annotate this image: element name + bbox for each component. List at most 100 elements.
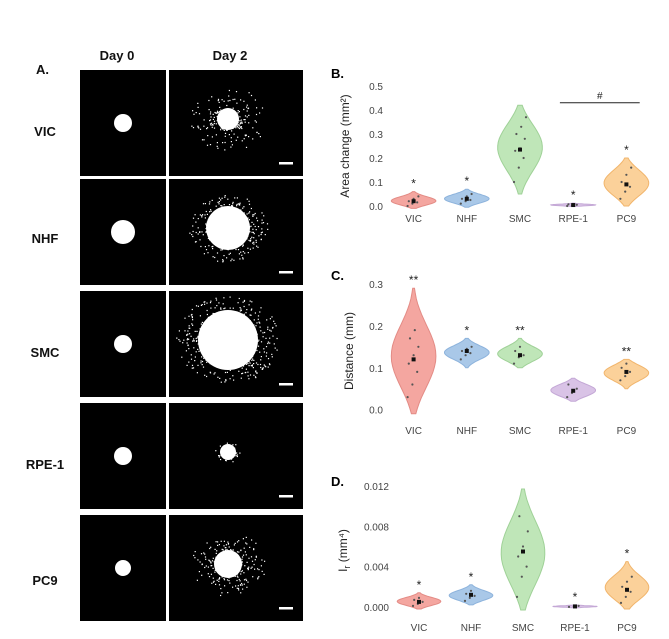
data-point: [521, 545, 525, 548]
data-point: [459, 358, 462, 361]
data-point: [411, 604, 415, 607]
y-tick-label: 0.3: [369, 280, 383, 291]
median-marker: [624, 369, 629, 374]
y-tick-label: 0.0: [369, 406, 383, 417]
data-point: [575, 387, 578, 390]
data-point: [417, 596, 421, 599]
micrograph-rpe-1-day0: [80, 403, 166, 509]
data-point: [459, 202, 462, 205]
data-point: [567, 605, 571, 608]
column-header-day-2: Day 2: [212, 48, 248, 63]
significance-marker: *: [573, 590, 578, 604]
data-point: [460, 197, 464, 200]
x-tick-label: RPE-1: [558, 214, 588, 225]
y-tick-label: 0.5: [369, 82, 383, 93]
micrograph-smc-day0: [80, 291, 166, 397]
x-tick-label: VIC: [411, 623, 428, 634]
data-point: [522, 156, 525, 160]
data-point: [460, 349, 464, 353]
data-point: [421, 600, 424, 603]
violin-pc9: [603, 157, 650, 207]
data-point: [620, 180, 623, 184]
data-point: [413, 598, 416, 601]
significance-marker: *: [469, 570, 474, 584]
significance-marker: *: [571, 188, 576, 202]
data-point: [407, 362, 410, 365]
data-point: [517, 166, 520, 169]
median-marker: [518, 147, 522, 152]
data-point: [624, 375, 627, 378]
y-axis-label: Distance (mm): [342, 312, 356, 390]
data-point: [625, 362, 628, 365]
data-point: [624, 190, 627, 193]
data-point: [629, 590, 632, 593]
x-tick-label: NHF: [461, 623, 482, 634]
y-tick-label: 0.4: [369, 106, 383, 117]
data-point: [416, 370, 419, 373]
y-tick-label: 0.2: [369, 154, 383, 165]
chart-ir: D. Ir (mm⁴) 0.000 0.004 0.008 0.012 VIC * NHF * SM…: [331, 474, 650, 634]
data-point: [522, 354, 525, 357]
data-point: [630, 575, 633, 578]
data-point: [413, 329, 416, 332]
x-tick-label: SMC: [509, 426, 531, 437]
violin-vic: [390, 287, 437, 415]
x-tick-label: RPE-1: [558, 426, 588, 437]
x-tick-label: VIC: [405, 426, 422, 437]
data-point: [465, 592, 468, 595]
data-point: [523, 137, 526, 140]
data-point: [620, 366, 623, 369]
data-point: [518, 345, 522, 348]
row-label-smc: SMC: [30, 345, 60, 360]
data-point: [525, 565, 528, 568]
data-point: [512, 362, 516, 365]
y-tick-label: 0.2: [369, 322, 383, 333]
data-point: [473, 594, 476, 597]
y-tick-label: 0.004: [364, 563, 389, 574]
median-marker: [469, 592, 473, 597]
data-point: [566, 396, 569, 399]
micrograph-vic-day0: [80, 70, 166, 176]
data-point: [406, 204, 409, 208]
data-point: [417, 195, 420, 198]
data-point: [416, 201, 419, 204]
data-point: [469, 352, 472, 355]
x-tick-label: PC9: [617, 426, 637, 437]
data-point: [567, 383, 570, 386]
significance-marker: *: [464, 174, 469, 188]
violin-smc: [500, 488, 546, 611]
median-marker: [625, 587, 629, 592]
data-point: [411, 383, 414, 386]
micrograph-pc9-day2: [169, 515, 303, 621]
y-axis-label: Area change (mm²): [338, 94, 352, 197]
row-label-pc9: PC9: [32, 573, 58, 588]
data-point: [469, 198, 472, 202]
data-point: [520, 575, 523, 578]
panel-label: C.: [331, 268, 344, 283]
panel-label: D.: [331, 474, 344, 489]
panel-a-label: A.: [36, 62, 49, 77]
data-point: [515, 595, 519, 598]
data-point: [628, 370, 632, 373]
micrograph-vic-day2: [169, 70, 303, 176]
violin-pc9: [604, 561, 650, 610]
x-tick-label: NHF: [457, 426, 478, 437]
micrograph-smc-day2: [169, 291, 303, 397]
significance-marker: **: [409, 273, 419, 287]
data-point: [412, 354, 415, 357]
data-point: [515, 132, 518, 136]
data-point: [524, 116, 528, 119]
row-label-nhf: NHF: [31, 231, 59, 246]
micrograph-nhf-day2: [169, 179, 303, 285]
median-marker: [464, 349, 469, 353]
data-point: [628, 185, 632, 188]
median-marker: [417, 599, 421, 604]
significance-marker: **: [622, 344, 632, 358]
data-point: [526, 530, 529, 533]
data-point: [577, 604, 580, 607]
data-point: [621, 585, 624, 588]
median-marker: [464, 196, 469, 201]
violin-pc9: [603, 358, 650, 390]
y-tick-label: 0.008: [364, 522, 389, 533]
y-tick-label: 0.1: [369, 364, 383, 375]
